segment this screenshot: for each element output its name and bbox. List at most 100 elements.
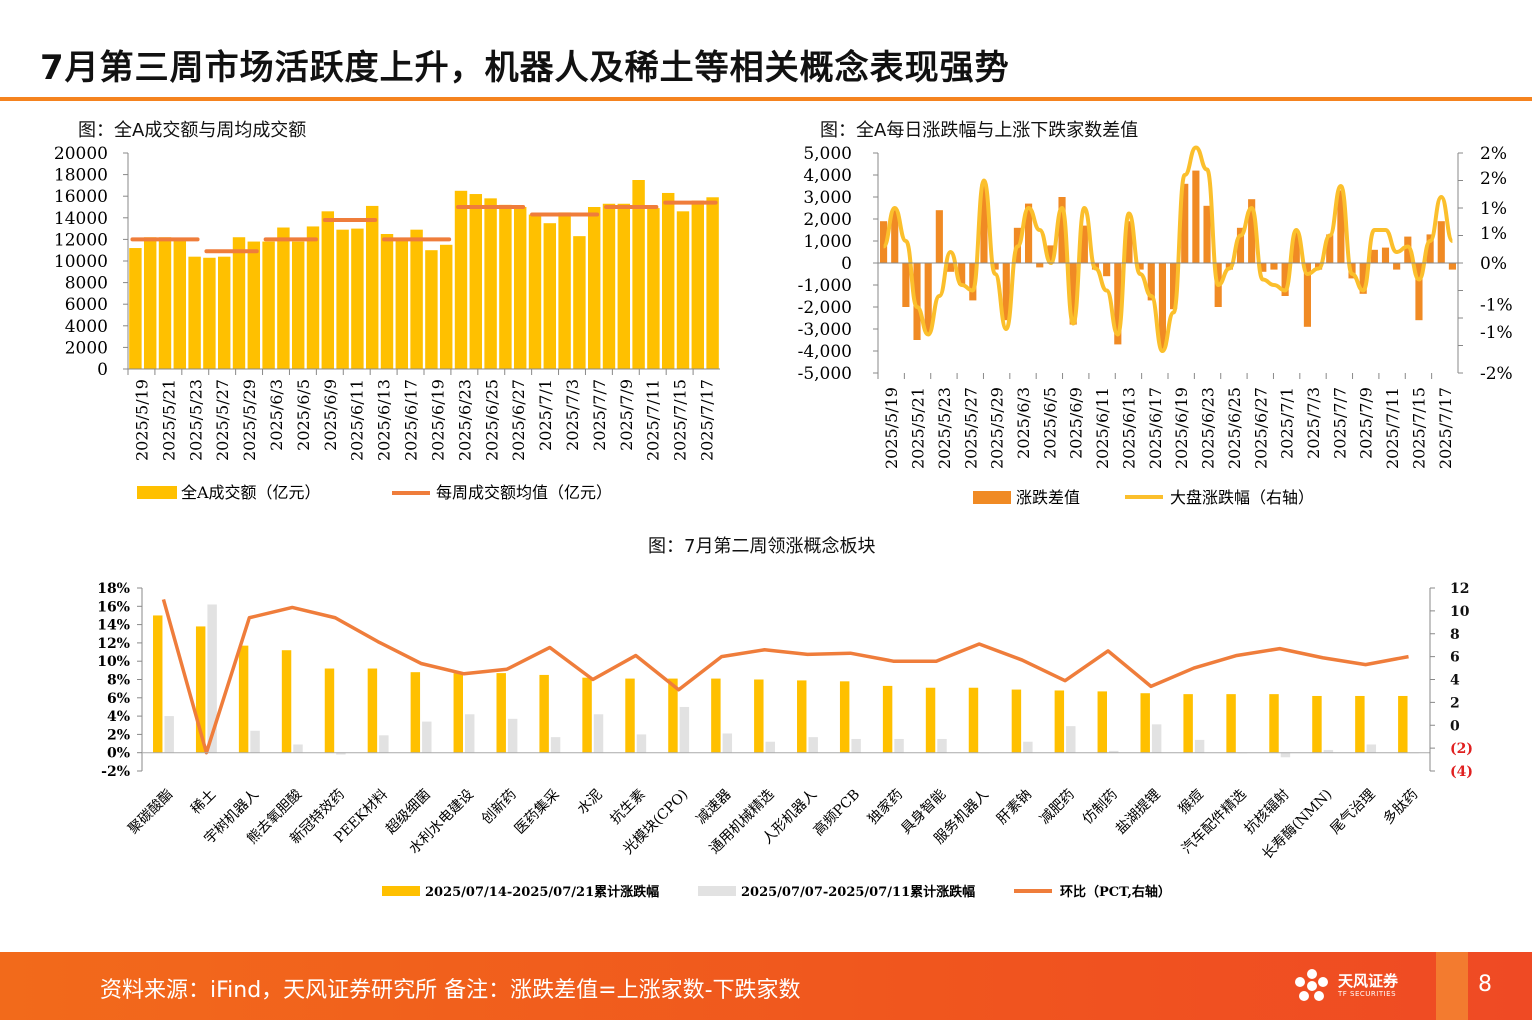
this-week-bar <box>367 668 378 753</box>
turnover-bar <box>321 211 335 369</box>
chart1-x-tick-label: 2025/5/23 <box>186 379 205 461</box>
diff-bar <box>1225 263 1233 270</box>
chart2-x-tick-label: 2025/6/27 <box>1251 387 1270 469</box>
diff-bar <box>1270 263 1278 270</box>
chart1-y-tick-label: 18000 <box>54 166 108 186</box>
chart1-y-tick-label: 8000 <box>65 274 108 294</box>
turnover-bar <box>617 203 631 369</box>
chart1-x-tick-label: 2025/5/29 <box>240 379 259 461</box>
turnover-chart: 图：全A成交额与周均成交额 02000400060008000100001200… <box>54 120 720 502</box>
chart2-y-tick-label: -5,000 <box>798 364 852 384</box>
chart2-x-tick-label: 2025/7/11 <box>1383 387 1402 469</box>
last-week-bar <box>422 721 432 753</box>
diff-bar <box>1359 263 1367 294</box>
chart2-x-tick-label: 2025/7/15 <box>1409 387 1428 469</box>
last-week-bar <box>679 706 690 753</box>
this-week-bar <box>968 687 979 753</box>
chart2-y-tick-label: -2,000 <box>798 298 852 318</box>
chart2-x-tick-label: 2025/6/9 <box>1067 387 1086 459</box>
diff-bar <box>1426 234 1434 263</box>
chart2-x-tick-label: 2025/6/25 <box>1225 387 1244 469</box>
diff-bar <box>1259 263 1267 272</box>
last-week-bar <box>636 734 647 753</box>
legend-label-weekly-avg: 每周成交额均值（亿元） <box>436 483 612 502</box>
this-week-bar <box>625 678 635 753</box>
chart1-title: 图：全A成交额与周均成交额 <box>78 120 306 141</box>
diff-bar <box>1370 249 1378 263</box>
diff-bar <box>1036 263 1044 268</box>
turnover-bar <box>232 237 246 369</box>
last-week-bar <box>1280 752 1291 758</box>
this-week-bar <box>1011 689 1022 753</box>
this-week-bar <box>1183 694 1193 753</box>
this-week-bar <box>711 678 721 753</box>
diff-bar <box>1147 263 1155 301</box>
turnover-bar <box>632 180 645 369</box>
chart3-y-tick-label: 8% <box>107 673 130 689</box>
legend-swatch-this-week <box>382 886 420 896</box>
diff-bar <box>1125 221 1133 263</box>
chart1-x-tick-label: 2025/6/19 <box>428 379 447 461</box>
flower-logo-icon <box>1295 969 1328 1001</box>
chart2-y-tick-label: 4,000 <box>803 166 852 186</box>
chart2-y-tick-label: -4,000 <box>798 342 852 362</box>
turnover-bar <box>410 229 423 369</box>
last-week-bar <box>1194 739 1205 753</box>
this-week-bar <box>754 679 764 753</box>
diff-bar <box>913 263 921 340</box>
last-week-bar <box>808 737 818 753</box>
turnover-bar <box>158 237 172 369</box>
diff-bar <box>1080 225 1088 263</box>
chart3-legend: 2025/07/14-2025/07/21累计涨跌幅 2025/07/07-20… <box>382 884 1171 900</box>
turnover-bar <box>380 234 394 369</box>
this-week-bar <box>582 677 592 753</box>
turnover-bar <box>499 204 512 369</box>
chart2-legend: 涨跌差值 大盘涨跌幅（右轴） <box>973 488 1314 507</box>
diff-bar <box>980 183 988 263</box>
last-week-bar <box>1366 744 1377 753</box>
chart3-y-tick-label: -2% <box>101 764 130 780</box>
diff-bar <box>1236 227 1245 263</box>
chart2-x-tick-label: 2025/7/3 <box>1304 387 1323 459</box>
diff-bar <box>1203 205 1211 263</box>
turnover-bar <box>602 203 616 369</box>
diff-bar <box>1170 263 1178 310</box>
chart3-y-tick-label: 12% <box>97 636 130 652</box>
chart1-x-tick-label: 2025/7/1 <box>536 379 555 451</box>
diff-bar <box>1047 245 1055 263</box>
turnover-bar <box>573 236 586 369</box>
this-week-bar <box>797 680 807 753</box>
diff-bar <box>891 210 899 263</box>
chart3-y2-tick-label: 8 <box>1450 627 1460 643</box>
turnover-bar <box>143 237 157 369</box>
chart3-y-tick-label: 14% <box>97 618 130 634</box>
turnover-bar <box>706 197 719 369</box>
turnover-bar <box>129 248 142 369</box>
chart3-y2-tick-label: (4) <box>1450 764 1473 780</box>
chart2-x-tick-label: 2025/6/3 <box>1014 387 1033 459</box>
diff-bar <box>1437 221 1445 263</box>
chart1-x-tick-label: 2025/6/13 <box>375 379 394 461</box>
chart2-y2-tick-label: 1% <box>1480 199 1507 219</box>
legend-label-turnover: 全A成交额（亿元） <box>181 483 321 502</box>
diff-bar <box>1158 263 1166 349</box>
concept-label: 高频PCB <box>810 786 863 839</box>
diff-bar <box>991 263 999 270</box>
chart3-y-tick-label: 4% <box>107 709 130 725</box>
turnover-bar <box>484 198 497 369</box>
legend-label-diff: 涨跌差值 <box>1016 488 1080 507</box>
chart2-x-tick-label: 2025/7/1 <box>1278 387 1297 459</box>
turnover-bar <box>469 194 483 369</box>
concept-label: 创新药 <box>479 787 520 828</box>
footer-accent-block <box>1436 952 1468 1020</box>
turnover-bar <box>247 241 261 369</box>
this-week-bar <box>1312 695 1322 753</box>
chart2-x-tick-label: 2025/6/5 <box>1040 387 1059 459</box>
diff-bar <box>902 263 910 307</box>
chart1-x-tick-label: 2025/7/9 <box>617 379 636 451</box>
chart2-y2-tick-label: 2% <box>1480 169 1507 189</box>
chart2-x-tick-label: 2025/7/17 <box>1436 387 1455 469</box>
chart1-y-tick-label: 16000 <box>54 187 108 207</box>
chart2-y2-tick-label: 0% <box>1480 254 1507 274</box>
this-week-bar <box>281 650 292 753</box>
